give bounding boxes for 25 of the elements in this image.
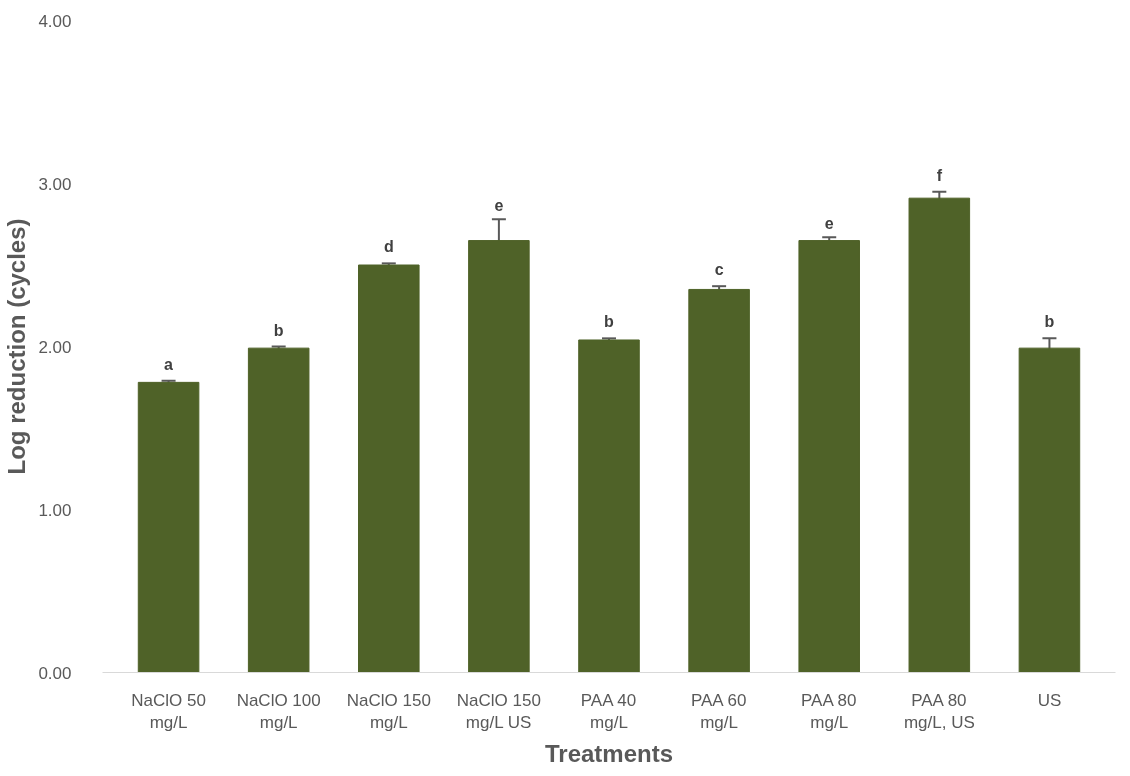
annotation: d <box>383 238 394 256</box>
annotation: e <box>494 197 504 215</box>
y-axis-title: Log reduction (cycles) <box>3 218 31 475</box>
x-tick-label: NaClO 150 mg/L <box>346 690 431 733</box>
annotation: c <box>714 261 724 279</box>
y-tick-label: 2.00 <box>38 337 72 357</box>
annotation: b <box>1044 313 1055 331</box>
y-tick-label: 0.00 <box>38 663 72 683</box>
annotation: f <box>936 166 943 184</box>
x-axis-title: Treatments <box>544 740 674 768</box>
y-tick-label: 4.00 <box>38 11 72 31</box>
annotation: b <box>273 321 284 339</box>
annotation: a <box>164 355 174 373</box>
x-tick-label: NaClO 100 mg/L <box>236 690 321 733</box>
x-tick-label: PAA 60 mg/L <box>690 690 747 733</box>
x-tick-label: PAA 80 mg/L <box>801 690 857 733</box>
annotation: e <box>824 215 834 233</box>
annotation: b <box>604 313 615 331</box>
x-tick-label: PAA 80 mg/L, US <box>903 690 975 733</box>
x-tick-label: NaClO 50 mg/L <box>131 690 206 733</box>
y-tick-label: 1.00 <box>38 500 72 520</box>
x-tick-label: US <box>1037 690 1062 710</box>
x-tick-label: NaClO 150 mg/L US <box>456 690 541 733</box>
x-tick-label: PAA 40 mg/L <box>580 690 637 733</box>
y-tick-label: 3.00 <box>38 174 72 194</box>
